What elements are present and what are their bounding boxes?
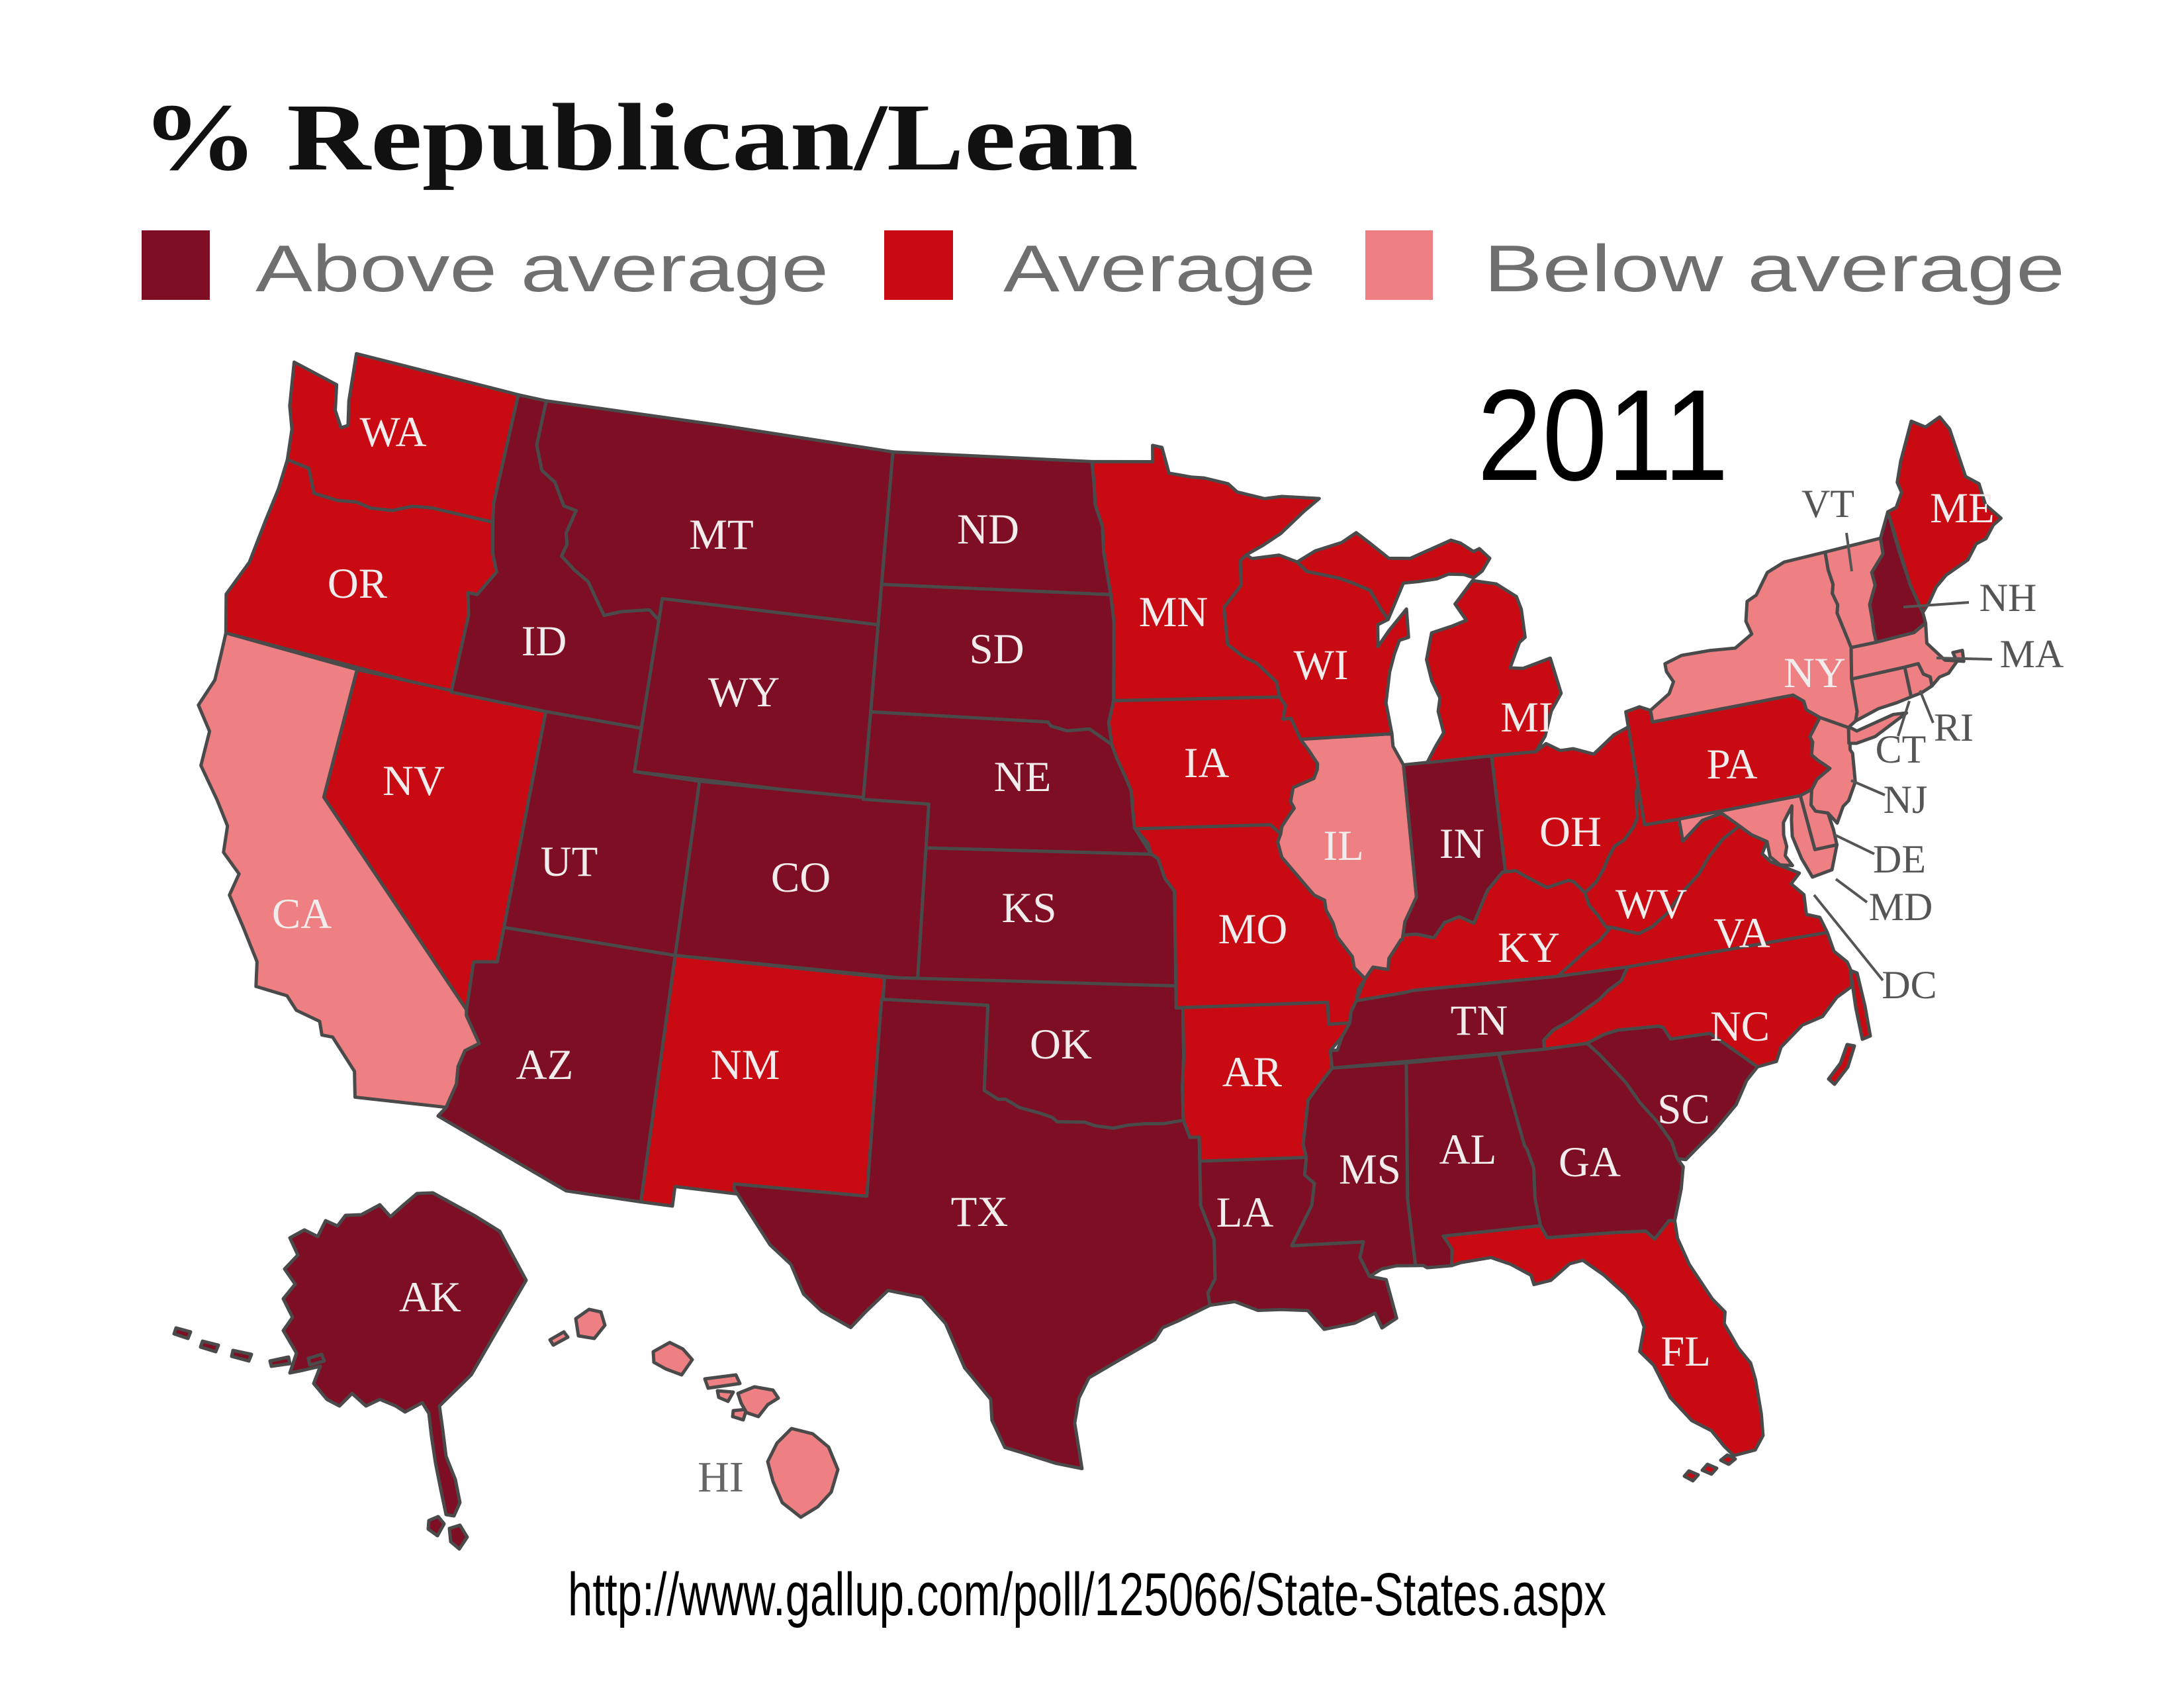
svg-text:KY: KY (1498, 924, 1560, 972)
svg-text:GA: GA (1559, 1139, 1621, 1186)
svg-text:NY: NY (1784, 649, 1846, 697)
svg-text:IL: IL (1323, 822, 1363, 870)
svg-text:Average: Average (1003, 232, 1316, 306)
svg-text:OR: OR (328, 560, 388, 608)
svg-text:CA: CA (272, 890, 332, 938)
svg-text:WY: WY (708, 669, 780, 716)
svg-text:NM: NM (711, 1041, 780, 1089)
svg-text:MA: MA (2000, 632, 2064, 676)
svg-text:AR: AR (1222, 1049, 1283, 1096)
svg-text:IN: IN (1439, 820, 1485, 868)
svg-text:VA: VA (1713, 910, 1770, 957)
svg-text:MT: MT (689, 511, 754, 559)
svg-text:VT: VT (1801, 482, 1854, 526)
svg-text:ME: ME (1930, 485, 1995, 532)
svg-text:HI: HI (698, 1453, 744, 1501)
svg-text:AK: AK (399, 1274, 461, 1321)
svg-text:PA: PA (1706, 741, 1757, 788)
svg-text:http://www.gallup.com/poll/125: http://www.gallup.com/poll/125066/State-… (568, 1561, 1606, 1628)
svg-text:UT: UT (541, 838, 598, 886)
svg-text:NV: NV (383, 757, 445, 805)
svg-text:SD: SD (969, 626, 1024, 673)
svg-text:OK: OK (1030, 1021, 1092, 1068)
svg-text:ND: ND (957, 506, 1019, 553)
svg-text:TX: TX (951, 1188, 1009, 1236)
svg-text:AZ: AZ (516, 1041, 574, 1089)
svg-text:2011: 2011 (1477, 363, 1729, 508)
svg-text:NC: NC (1710, 1003, 1770, 1051)
svg-text:DC: DC (1882, 963, 1936, 1007)
svg-text:Below average: Below average (1484, 232, 2065, 306)
svg-text:WV: WV (1615, 880, 1687, 928)
svg-text:MI: MI (1500, 694, 1553, 741)
svg-text:MO: MO (1218, 906, 1288, 953)
svg-text:MD: MD (1869, 885, 1933, 929)
svg-text:ID: ID (522, 618, 567, 665)
svg-text:LA: LA (1216, 1189, 1274, 1237)
svg-text:KS: KS (1001, 884, 1056, 932)
svg-text:OH: OH (1539, 808, 1602, 856)
svg-text:WI: WI (1294, 641, 1349, 689)
svg-text:DE: DE (1873, 837, 1926, 881)
svg-text:MS: MS (1339, 1146, 1401, 1194)
svg-text:IA: IA (1184, 739, 1230, 787)
svg-text:NE: NE (994, 753, 1052, 801)
svg-text:NH: NH (1979, 576, 2037, 620)
svg-text:AL: AL (1439, 1126, 1497, 1174)
svg-text:CO: CO (771, 854, 831, 902)
svg-text:FL: FL (1661, 1328, 1711, 1376)
svg-text:Above average: Above average (255, 232, 829, 306)
svg-text:WA: WA (359, 408, 426, 456)
svg-text:MN: MN (1139, 588, 1208, 636)
svg-text:% Republican/Lean: % Republican/Lean (142, 85, 1138, 191)
svg-text:CT: CT (1876, 727, 1927, 771)
svg-text:RI: RI (1934, 706, 1974, 749)
svg-text:SC: SC (1657, 1086, 1710, 1133)
svg-text:TN: TN (1451, 997, 1508, 1045)
svg-text:NJ: NJ (1884, 778, 1928, 821)
